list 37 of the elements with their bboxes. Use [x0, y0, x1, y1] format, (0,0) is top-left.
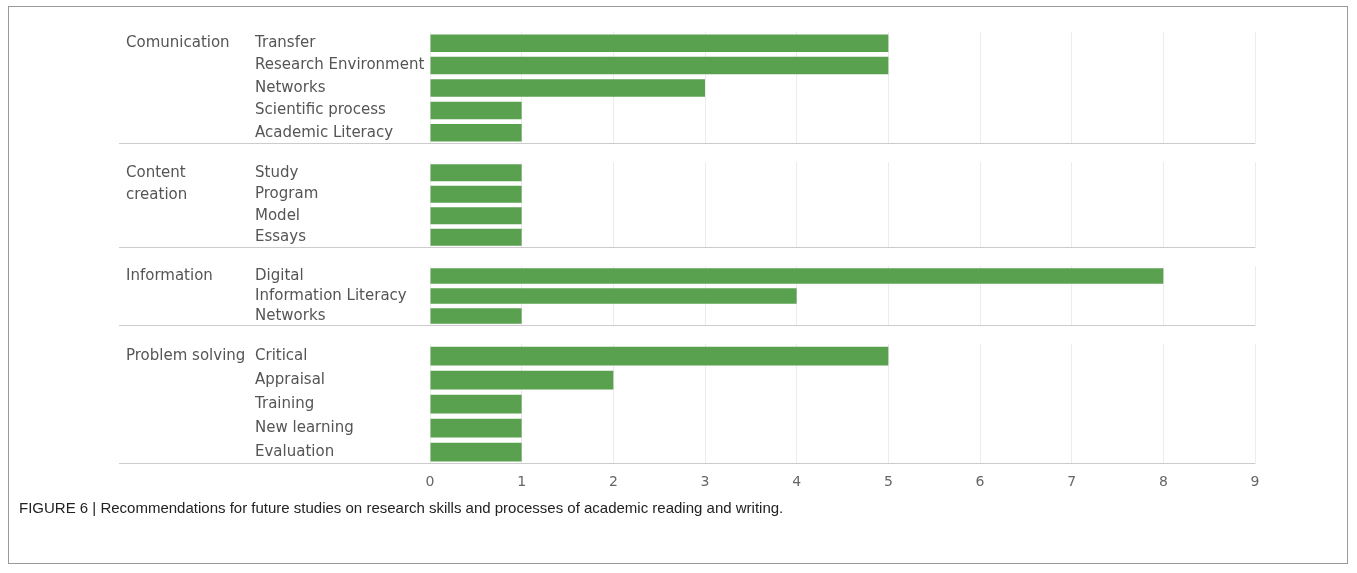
y-tick-label: Critical — [255, 345, 308, 364]
y-tick-label: New learning — [255, 418, 354, 437]
y-tick-label: Essays — [255, 227, 307, 246]
y-tick-label: Training — [254, 393, 315, 412]
y-tick-label: Research Environment — [255, 55, 425, 74]
y-tick-label: Transfer — [254, 33, 317, 52]
x-tick-label: 7 — [1067, 473, 1077, 490]
x-tick-label: 2 — [608, 473, 618, 490]
bar — [430, 394, 522, 414]
bar — [430, 418, 522, 438]
x-tick-label: 1 — [517, 473, 527, 490]
y-tick-label: Digital — [255, 265, 304, 284]
x-tick-label: 5 — [883, 473, 893, 490]
x-tick-label: 8 — [1158, 473, 1168, 490]
text: Problem solving — [126, 345, 246, 364]
y-tick-label: Evaluation — [255, 442, 335, 461]
x-tick-label: 6 — [975, 473, 985, 490]
bar — [430, 442, 522, 462]
x-tick-label: 4 — [792, 473, 802, 490]
y-tick-label: Networks — [255, 77, 326, 96]
caption: FIGURE 6 | Recommendations for future studies on research skills and processes of academic reading and writing. — [19, 499, 784, 516]
y-tick-label: Program — [255, 184, 319, 203]
y-tick-label: Networks — [255, 305, 326, 324]
text: Comunication — [126, 33, 230, 52]
text: Information — [126, 265, 213, 284]
y-tick-label: Academic Literacy — [255, 122, 394, 141]
text: Content creation — [126, 162, 188, 203]
bar — [430, 346, 889, 366]
y-tick-label: Model — [255, 205, 301, 224]
y-tick-label: Information Literacy — [255, 285, 407, 304]
y-tick-label: Study — [255, 162, 299, 181]
x-tick-label: 9 — [1250, 473, 1260, 490]
x-tick-label: 3 — [700, 473, 710, 490]
y-tick-label: Appraisal — [255, 369, 326, 388]
x-tick-label: 0 — [425, 473, 435, 490]
y-tick-label: Scientific process — [255, 100, 387, 119]
bar — [430, 370, 614, 390]
